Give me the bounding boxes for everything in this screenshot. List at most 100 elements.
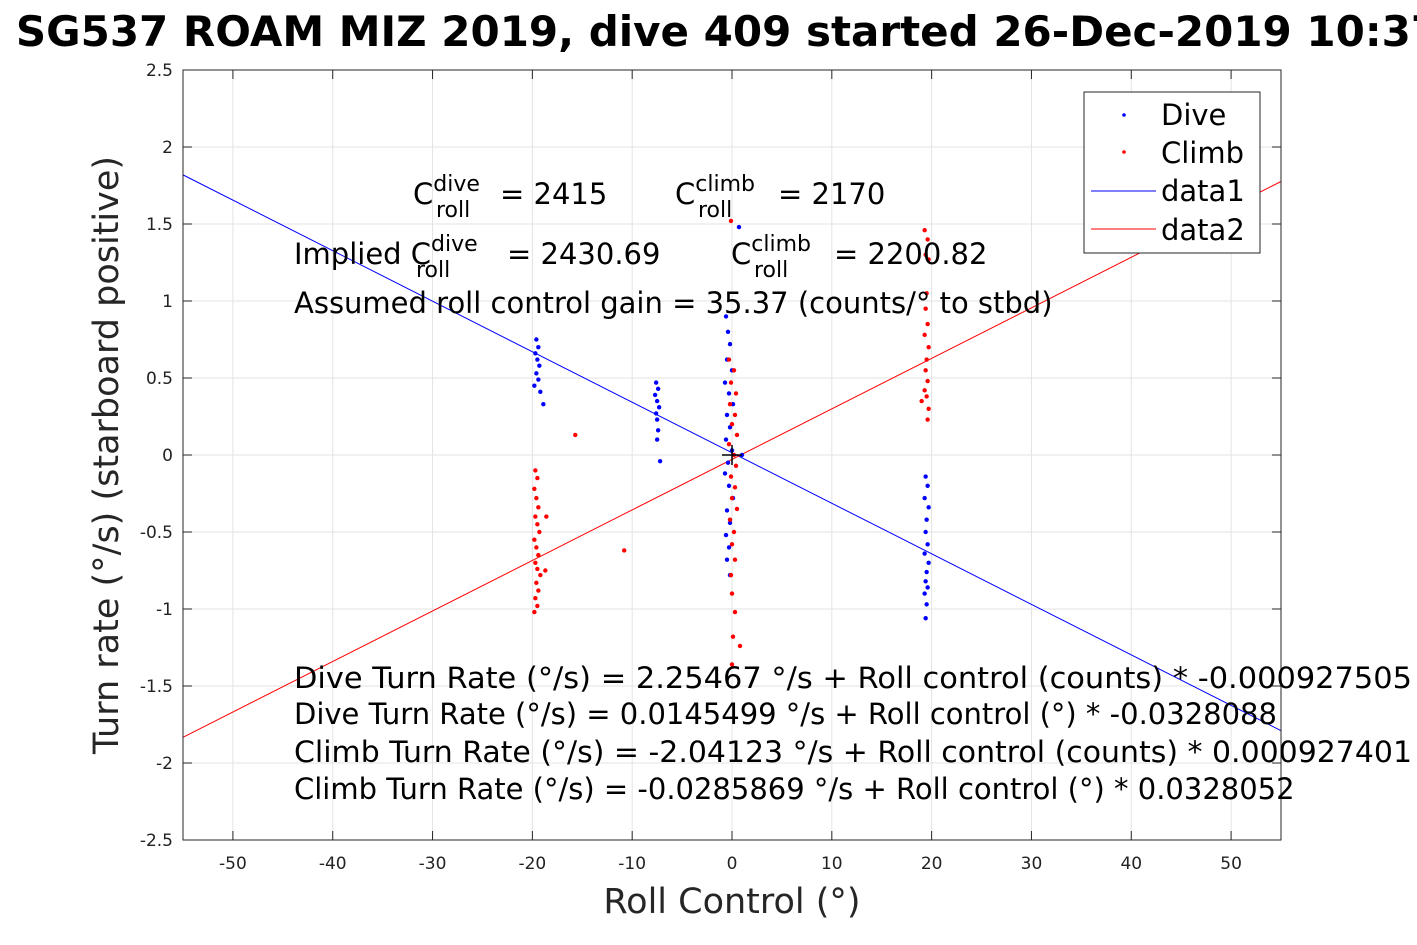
y-tick-label: 1 xyxy=(162,292,173,312)
y-tick-label: 1.5 xyxy=(146,215,173,235)
climb-point xyxy=(534,580,539,586)
x-tick-label: -40 xyxy=(319,854,347,874)
climb-point xyxy=(923,368,928,373)
climb-point xyxy=(922,388,927,393)
climb-point xyxy=(737,643,743,649)
climb-point xyxy=(730,634,736,639)
dive-point xyxy=(725,329,731,334)
climb-point xyxy=(923,306,928,311)
dive-point xyxy=(723,532,729,538)
climb-point xyxy=(536,588,541,593)
climb-point xyxy=(925,417,930,422)
dive-point xyxy=(655,386,661,391)
climb-point xyxy=(538,572,543,578)
climb-point xyxy=(732,485,738,490)
y-tick-label: 2.5 xyxy=(146,61,173,81)
dive-point xyxy=(924,569,929,575)
x-tick-label: -10 xyxy=(618,854,646,874)
climb-point xyxy=(728,474,734,479)
y-tick-label: -1 xyxy=(156,600,173,620)
annotation-gain: Assumed roll control gain = 35.37 (count… xyxy=(294,286,1053,320)
dive-point xyxy=(654,398,660,404)
x-tick-label: 20 xyxy=(921,854,943,874)
x-tick-label: 40 xyxy=(1120,854,1142,874)
dive-point xyxy=(726,391,732,396)
climb-point xyxy=(922,227,927,233)
dive-point xyxy=(722,471,728,476)
climb-point xyxy=(533,560,538,565)
dive-point xyxy=(726,483,732,488)
dive-point xyxy=(652,392,658,398)
annotation-c-roll-dive: Cdive roll = 2415 xyxy=(413,172,607,223)
dive-point xyxy=(655,428,661,433)
dive-point xyxy=(923,529,928,535)
data-points xyxy=(532,218,931,667)
dive-point xyxy=(724,557,730,562)
climb-point xyxy=(532,609,537,615)
legend-climb-marker xyxy=(1122,150,1126,154)
climb-point xyxy=(534,545,539,550)
dive-point xyxy=(727,520,733,525)
climb-point xyxy=(926,406,931,411)
dive-point xyxy=(533,351,538,356)
climb-point xyxy=(532,486,537,492)
x-tick-label: 10 xyxy=(821,854,843,874)
dive-point xyxy=(922,551,927,556)
x-tick-label: 0 xyxy=(727,854,738,874)
climb-point xyxy=(731,368,737,373)
climb-point xyxy=(727,401,733,407)
annotation-c-roll-climb: Cclimb roll = 2170 xyxy=(675,172,885,223)
climb-point xyxy=(729,495,735,501)
dive-point xyxy=(926,560,931,565)
y-tick-labels: -2.5 -2 -1.5 -1 -0.5 0 0.5 1 1.5 2 2.5 xyxy=(140,61,173,851)
dive-point xyxy=(536,345,541,350)
annotation-implied-climb: Cclimb roll = 2200.82 xyxy=(731,232,987,283)
climb-point xyxy=(534,495,539,501)
annotation-equation-2: Dive Turn Rate (°/s) = 0.0145499 °/s + R… xyxy=(294,697,1277,731)
dive-point xyxy=(922,495,927,501)
climb-point xyxy=(535,522,540,527)
dive-point xyxy=(534,337,539,342)
x-tick-label: 30 xyxy=(1021,854,1043,874)
climb-point xyxy=(726,442,732,447)
dive-point xyxy=(654,437,660,442)
dive-point xyxy=(538,389,543,395)
dive-point xyxy=(723,314,729,319)
climb-point xyxy=(533,596,538,601)
dive-point xyxy=(723,437,729,442)
climb-point xyxy=(926,257,931,262)
annotation-equation-3: Climb Turn Rate (°/s) = -2.04123 °/s + R… xyxy=(294,735,1412,769)
dive-point xyxy=(654,417,660,422)
dive-point xyxy=(924,517,929,522)
dive-point xyxy=(923,616,928,621)
climb-point xyxy=(729,542,735,547)
climb-point xyxy=(923,252,928,257)
climb-point xyxy=(729,422,735,427)
dive-point xyxy=(926,505,931,510)
climb-point xyxy=(573,432,578,438)
dive-point xyxy=(724,412,730,418)
climb-point xyxy=(726,357,732,362)
climb-point xyxy=(729,662,735,667)
climb-point xyxy=(535,566,540,572)
climb-point xyxy=(543,568,548,573)
climb-point xyxy=(925,378,930,384)
dive-point xyxy=(536,377,541,382)
dive-point xyxy=(924,602,929,607)
dive-point xyxy=(657,458,663,464)
climb-point xyxy=(734,432,740,438)
climb-point xyxy=(733,391,739,396)
dive-point xyxy=(727,341,733,347)
annotation-implied-dive: Implied Cdive roll = 2430.69 xyxy=(294,232,660,283)
climb-point xyxy=(544,514,549,519)
climb-point xyxy=(734,506,740,512)
climb-point xyxy=(731,529,737,535)
dive-point xyxy=(726,545,732,550)
dive-point xyxy=(925,483,930,488)
climb-point xyxy=(924,394,929,399)
y-tick-label: 0.5 xyxy=(146,369,173,389)
climb-point xyxy=(727,517,733,522)
legend-data2-label: data2 xyxy=(1161,213,1245,247)
x-axis-label: Roll Control (°) xyxy=(603,882,860,922)
